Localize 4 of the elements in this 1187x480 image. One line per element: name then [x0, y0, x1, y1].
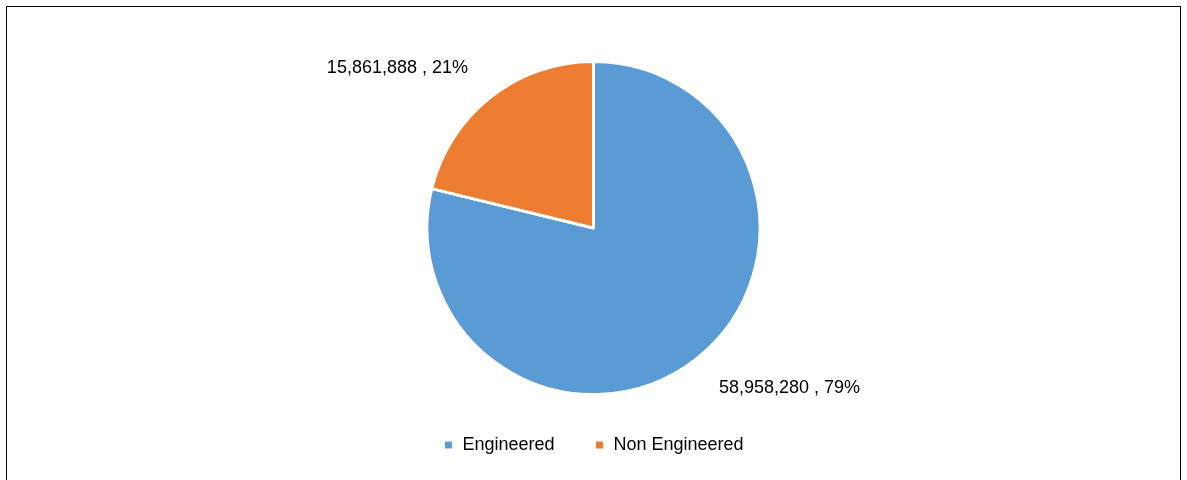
- data-label: 58,958,280 , 79%: [719, 376, 861, 397]
- data-label: 15,861,888 , 21%: [326, 57, 468, 78]
- legend-label: Engineered: [462, 433, 555, 454]
- legend-label: Non Engineered: [613, 433, 744, 454]
